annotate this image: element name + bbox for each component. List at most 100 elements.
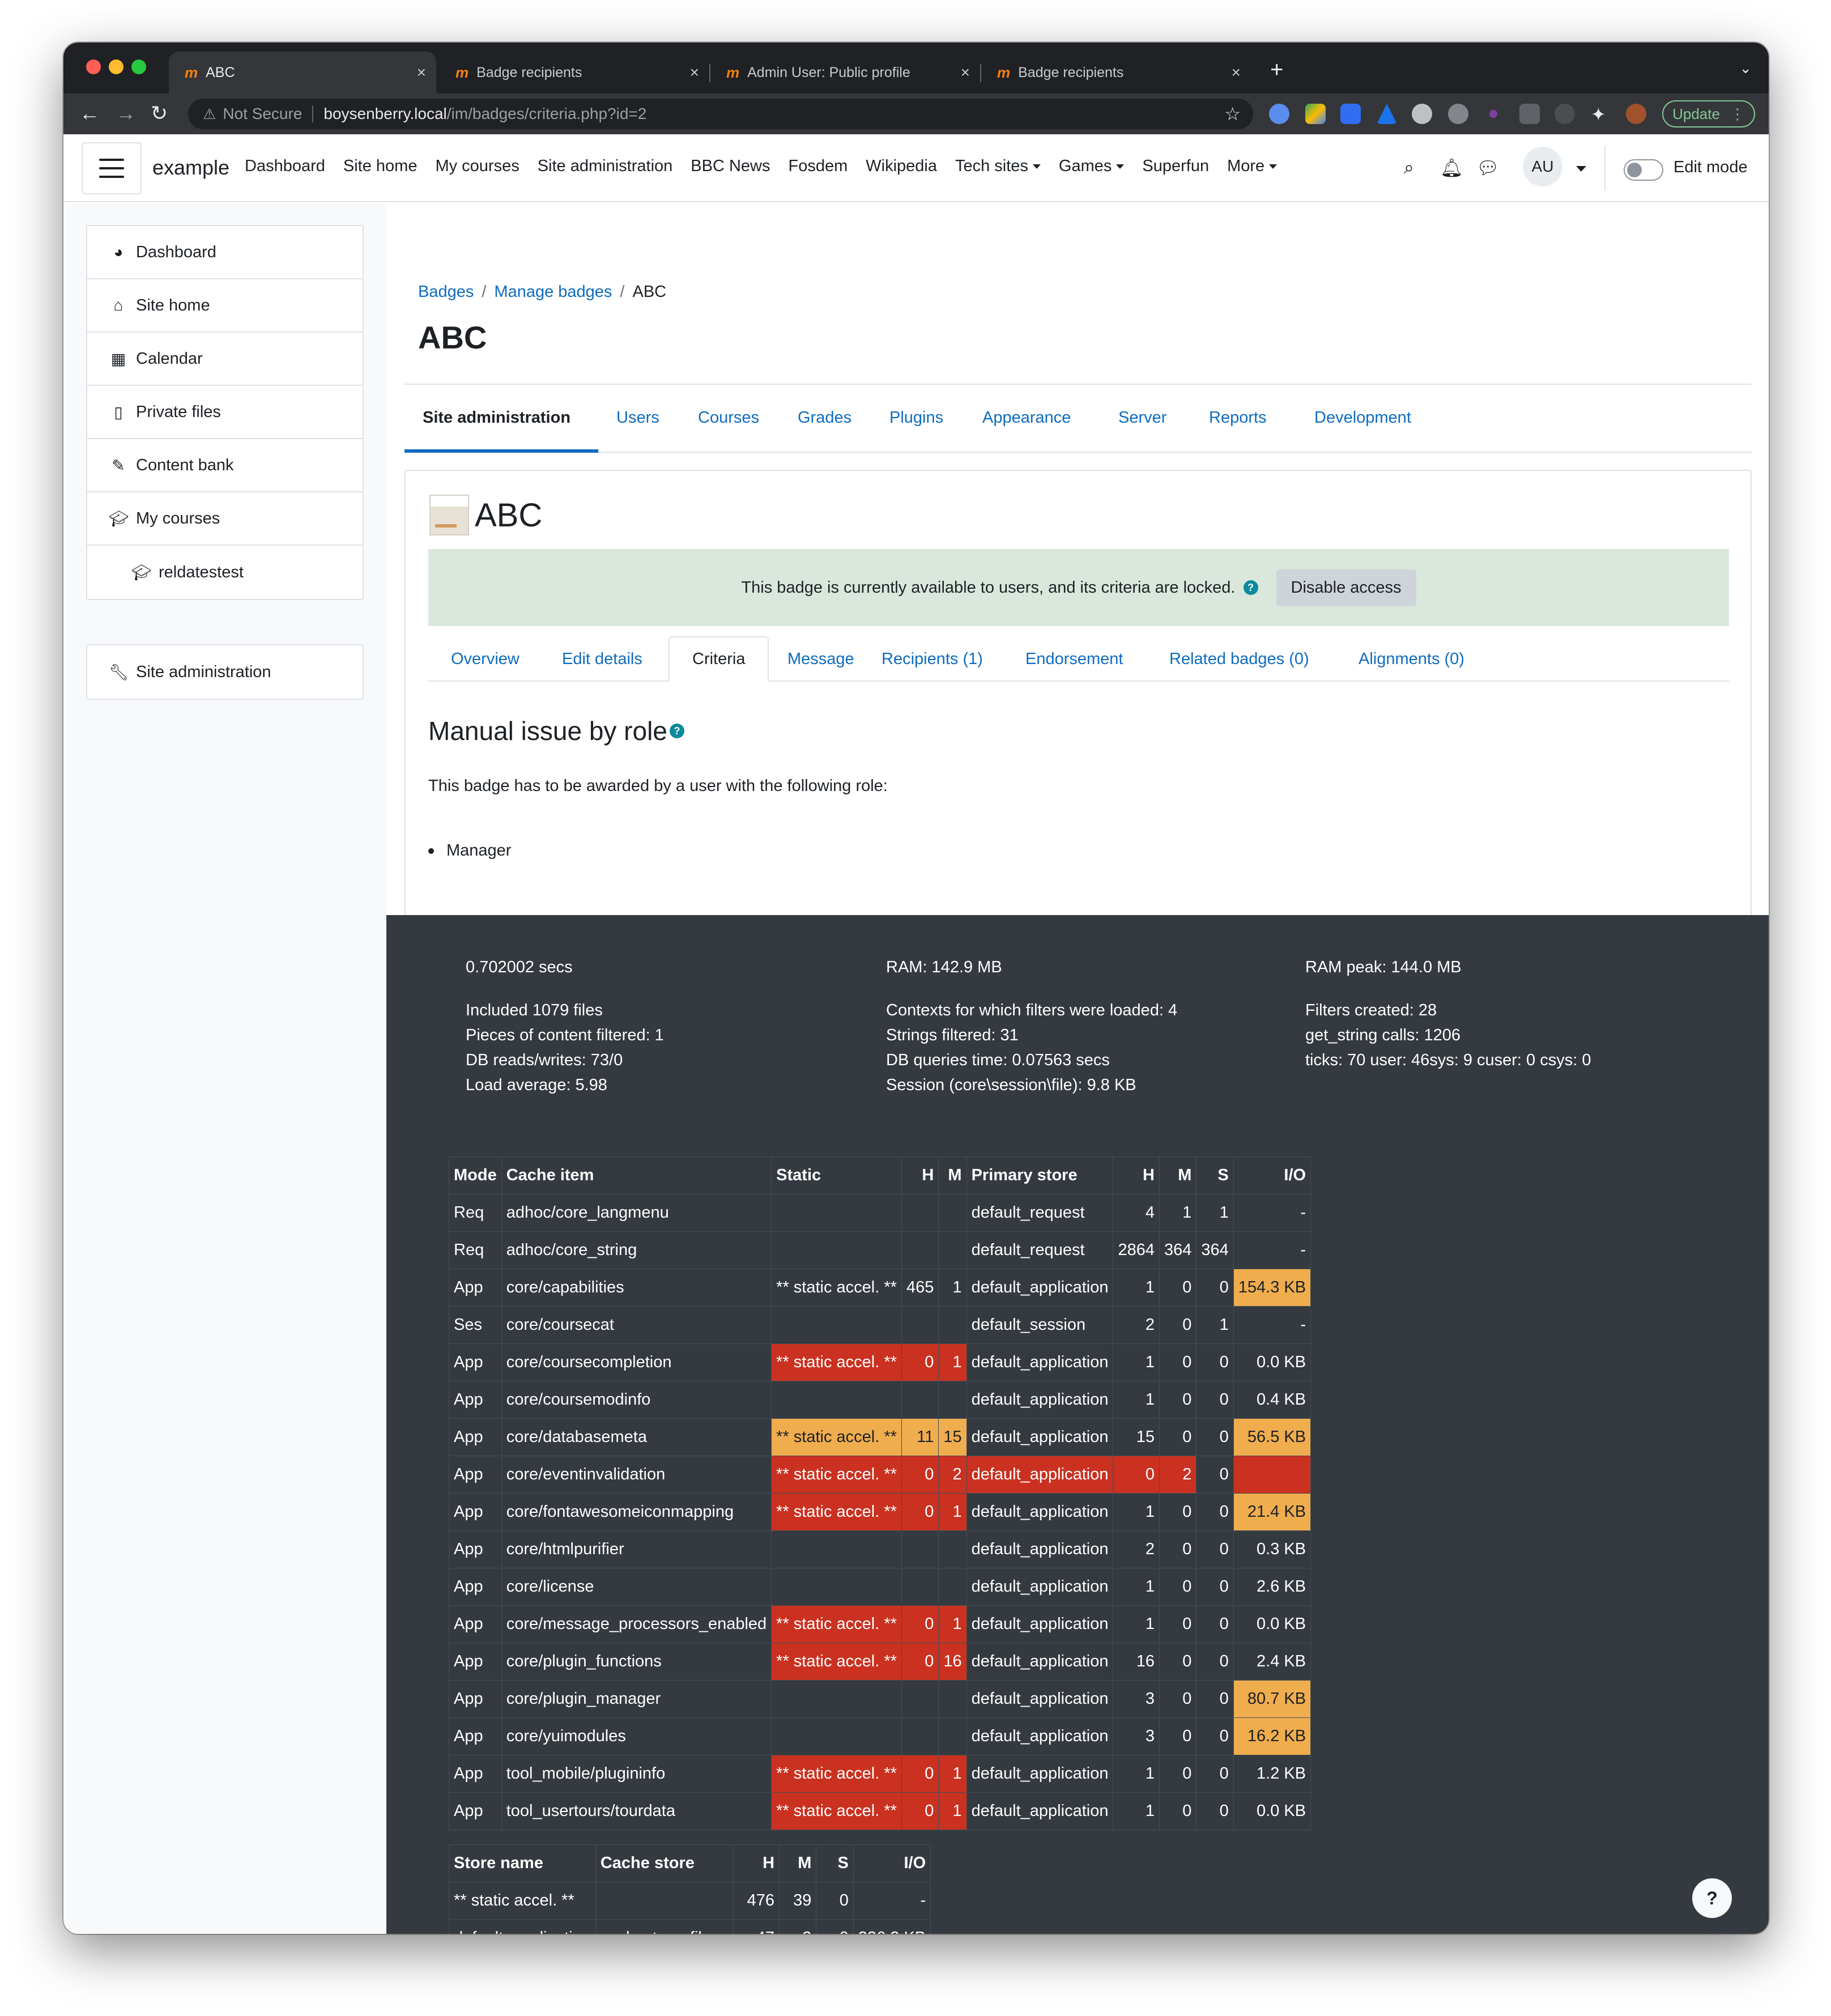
help-icon[interactable]: ?	[1243, 580, 1258, 595]
tab-related-badges[interactable]: Related badges (0)	[1169, 649, 1309, 668]
table-cell: 0	[1159, 1792, 1197, 1830]
browser-tab-3[interactable]: m Admin User: Public profile ×	[710, 52, 981, 93]
browser-tab-4[interactable]: m Badge recipients ×	[981, 52, 1251, 93]
drawer-toggle-hamburger-icon[interactable]	[82, 142, 142, 194]
user-avatar[interactable]: AU	[1523, 147, 1562, 186]
extension-shield-icon[interactable]	[1340, 104, 1361, 124]
criteria-role-list-item: Manager	[428, 841, 511, 860]
help-fab-button[interactable]: ?	[1692, 1878, 1732, 1918]
nav-link-site-administration[interactable]: Site administration	[537, 157, 673, 175]
nav-link-dashboard[interactable]: Dashboard	[245, 157, 325, 175]
tab-recipients[interactable]: Recipients (1)	[882, 649, 983, 668]
address-bar[interactable]: ⚠ Not Secure boysenberry.local/im/badges…	[188, 99, 1253, 129]
drawer-item-private-files[interactable]: ▯ Private files	[87, 386, 363, 439]
extension-drive-icon[interactable]	[1305, 104, 1326, 124]
breadcrumb-manage-badges[interactable]: Manage badges	[494, 283, 612, 301]
tab-reports[interactable]: Reports	[1209, 409, 1267, 427]
table-cell: adhoc/core_langmenu	[501, 1194, 772, 1232]
update-button[interactable]: Update ⋮	[1662, 100, 1755, 127]
close-window-button[interactable]	[86, 59, 101, 74]
close-tab-icon[interactable]: ×	[1231, 63, 1241, 81]
bookmark-star-icon[interactable]: ☆	[1224, 104, 1241, 124]
drawer-item-dashboard[interactable]: ◕ Dashboard	[87, 226, 363, 279]
table-cell: 2	[1113, 1306, 1160, 1344]
table-cell	[771, 1680, 902, 1718]
close-tab-icon[interactable]: ×	[689, 63, 699, 81]
site-brand[interactable]: example	[152, 156, 230, 179]
table-row: Req adhoc/core_string default_request 2864 3…	[449, 1231, 1311, 1269]
table-cell: default_application	[966, 1717, 1114, 1755]
extension-glasses-icon[interactable]	[1519, 104, 1540, 124]
extension-compass-icon[interactable]	[1269, 104, 1289, 124]
help-icon[interactable]: ?	[669, 724, 684, 738]
drawer-item-site-home[interactable]: ⌂ Site home	[87, 279, 363, 333]
minimize-window-button[interactable]	[109, 59, 124, 74]
drawer-item-calendar[interactable]: ▦ Calendar	[87, 333, 363, 386]
new-tab-icon[interactable]: +	[1270, 57, 1284, 82]
close-tab-icon[interactable]: ×	[960, 63, 970, 81]
tab-server[interactable]: Server	[1118, 409, 1167, 427]
drawer-item-site-administration[interactable]: 🔧︎ Site administration	[109, 662, 271, 681]
table-cell: 0	[1196, 1643, 1234, 1681]
nav-dropdown-more[interactable]: More	[1227, 157, 1277, 176]
extensions-puzzle-icon[interactable]: ✦	[1591, 104, 1606, 125]
tab-appearance[interactable]: Appearance	[982, 409, 1071, 427]
nav-link-wikipedia[interactable]: Wikipedia	[866, 157, 937, 175]
table-cell: core/databasemeta	[501, 1418, 772, 1456]
edit-mode-toggle[interactable]	[1624, 159, 1663, 181]
forward-arrow-icon[interactable]: →	[116, 101, 136, 125]
browser-tab-2[interactable]: m Badge recipients ×	[440, 52, 710, 93]
extension-triangle-icon[interactable]	[1377, 104, 1397, 124]
extension-disabled-icon[interactable]	[1555, 104, 1575, 124]
extension-wordpress-icon[interactable]	[1412, 104, 1432, 124]
messages-chat-icon[interactable]: 💬︎	[1476, 158, 1500, 178]
table-cell: Req	[449, 1231, 502, 1269]
tab-endorsement[interactable]: Endorsement	[1025, 649, 1123, 668]
table-cell: core/message_processors_enabled	[501, 1605, 772, 1643]
tab-site-administration[interactable]: Site administration	[423, 409, 571, 427]
back-arrow-icon[interactable]: ←	[79, 101, 100, 125]
nav-dropdown-games[interactable]: Games	[1059, 157, 1124, 176]
tab-message[interactable]: Message	[787, 649, 854, 668]
tab-grades[interactable]: Grades	[798, 409, 852, 427]
breadcrumb-badges[interactable]: Badges	[418, 283, 474, 301]
table-cell: default_application	[966, 1530, 1114, 1568]
extension-dot-icon[interactable]	[1489, 109, 1498, 118]
reload-icon[interactable]: ↻	[151, 101, 168, 125]
tab-users[interactable]: Users	[616, 409, 659, 427]
tab-search-chevron-icon[interactable]: ⌄	[1739, 59, 1752, 76]
nav-dropdown-tech-sites[interactable]: Tech sites	[955, 157, 1041, 176]
nav-link-my-courses[interactable]: My courses	[435, 157, 520, 175]
maximize-window-button[interactable]	[131, 59, 146, 74]
tab-criteria[interactable]: Criteria	[668, 636, 769, 682]
profile-avatar-icon[interactable]	[1626, 104, 1646, 124]
search-icon[interactable]: ⌕	[1404, 157, 1414, 177]
table-cell: 0.0 KB	[1233, 1792, 1311, 1830]
disable-access-button[interactable]: Disable access	[1276, 569, 1416, 606]
drawer-item-my-courses[interactable]: 🎓︎ My courses	[87, 492, 363, 546]
browser-tab-1[interactable]: m ABC ×	[169, 52, 436, 93]
notification-bell-icon[interactable]: 🔔︎	[1440, 158, 1463, 178]
drawer-item-content-bank[interactable]: ✎ Content bank	[87, 439, 363, 492]
table-cell	[771, 1568, 902, 1606]
nav-link-fosdem[interactable]: Fosdem	[788, 157, 848, 175]
nav-link-superfun[interactable]: Superfun	[1142, 157, 1210, 175]
table-cell: 0	[1196, 1343, 1234, 1381]
close-tab-icon[interactable]: ×	[416, 63, 426, 81]
tab-plugins[interactable]: Plugins	[889, 409, 944, 427]
tab-courses[interactable]: Courses	[698, 409, 759, 427]
active-tab-indicator	[404, 449, 598, 453]
table-cell: 2	[1113, 1530, 1160, 1568]
tab-edit-details[interactable]: Edit details	[562, 649, 642, 668]
nav-link-bbc-news[interactable]: BBC News	[691, 157, 770, 175]
table-cell: default_request	[966, 1194, 1114, 1232]
tab-development[interactable]: Development	[1314, 409, 1411, 427]
extension-refresh-icon[interactable]	[1448, 104, 1468, 124]
drawer-item-course-reldatestest[interactable]: 🎓︎ reldatestest	[131, 563, 244, 581]
user-menu-caret-icon[interactable]	[1576, 166, 1586, 172]
nav-link-site-home[interactable]: Site home	[343, 157, 418, 175]
table-cell	[1233, 1456, 1311, 1494]
tab-overview[interactable]: Overview	[451, 649, 520, 668]
table-cell: default_application	[966, 1456, 1114, 1494]
tab-alignments[interactable]: Alignments (0)	[1359, 649, 1464, 668]
